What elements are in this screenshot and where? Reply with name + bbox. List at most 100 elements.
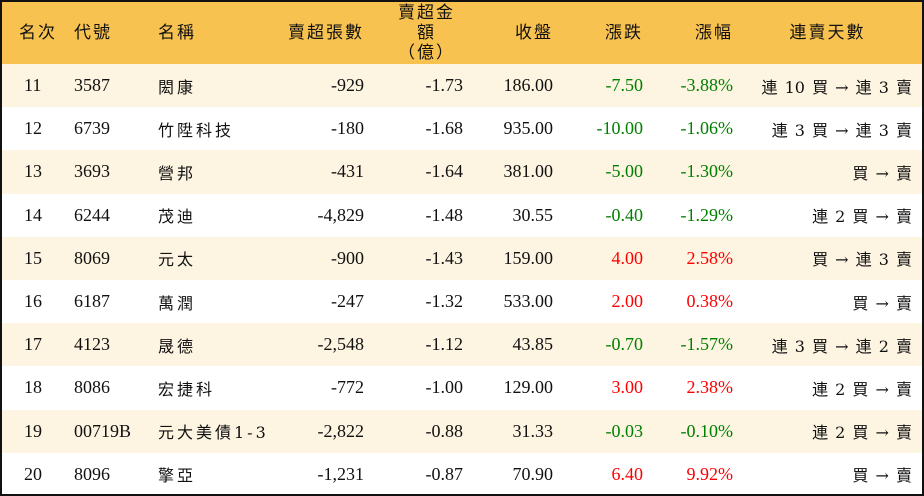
rank-cell: 15 xyxy=(24,247,42,268)
rank-cell: 17 xyxy=(24,334,42,355)
change-cell: 2.00 xyxy=(611,291,644,312)
change-pct-cell: 2.38% xyxy=(686,377,734,398)
close-cell: 381.00 xyxy=(503,161,554,182)
table-row[interactable]: 17 4123 晟德 -2,548 -1.12 43.85 -0.70 -1.57% 連 3 買… xyxy=(2,323,922,367)
header-name[interactable]: 名稱 xyxy=(158,23,196,43)
change-cell: -0.03 xyxy=(605,420,644,441)
header-net-sell-lots[interactable]: 賣超張數 xyxy=(288,23,364,43)
net-sell-amount-cell: -1.73 xyxy=(425,75,464,96)
change-pct-cell: -0.10% xyxy=(680,420,734,441)
header-change-pct[interactable]: 漲幅 xyxy=(695,23,733,43)
table-row[interactable]: 19 00719B 元大美債1-3 -2,822 -0.88 31.33 -0.03 -0.1… xyxy=(2,409,922,453)
name-cell: 營邦 xyxy=(158,163,197,183)
rank-cell: 12 xyxy=(24,118,42,139)
change-pct-cell: -3.88% xyxy=(680,75,734,96)
rank-cell: 19 xyxy=(24,420,42,441)
header-code[interactable]: 代號 xyxy=(74,23,112,43)
change-pct-cell: 0.38% xyxy=(686,291,734,312)
name-cell: 宏捷科 xyxy=(158,379,216,399)
code-cell: 00719B xyxy=(74,420,132,441)
streak-cell: 連 3 買 → 連 2 賣 xyxy=(771,336,912,356)
net-sell-lots-cell: -2,548 xyxy=(317,334,365,355)
net-sell-amount-cell: -1.64 xyxy=(425,161,464,182)
header-net-sell-amount-line1: 賣超金額 xyxy=(398,3,455,43)
streak-cell: 買 → 賣 xyxy=(852,293,912,313)
code-cell: 8096 xyxy=(74,463,110,484)
header-rank[interactable]: 名次 xyxy=(19,23,57,43)
code-cell: 6187 xyxy=(74,291,110,312)
net-sell-lots-cell: -2,822 xyxy=(317,420,365,441)
code-cell: 4123 xyxy=(74,334,110,355)
rank-cell: 16 xyxy=(24,291,42,312)
net-sell-amount-cell: -0.88 xyxy=(425,420,464,441)
table-row[interactable]: 11 3587 閎康 -929 -1.73 186.00 -7.50 -3.88% 連 10 買… xyxy=(2,64,922,108)
close-cell: 70.90 xyxy=(512,463,554,484)
net-sell-lots-cell: -900 xyxy=(331,247,364,268)
name-cell: 擎亞 xyxy=(158,466,197,486)
close-cell: 186.00 xyxy=(503,75,554,96)
change-pct-cell: 2.58% xyxy=(686,247,734,268)
change-cell: -0.70 xyxy=(605,334,644,355)
change-pct-cell: -1.06% xyxy=(680,118,734,139)
rank-cell: 20 xyxy=(24,463,42,484)
name-cell: 萬潤 xyxy=(158,293,197,313)
header-streak[interactable]: 連賣天數 xyxy=(789,23,866,43)
change-pct-cell: -1.57% xyxy=(680,334,734,355)
table-row[interactable]: 18 8086 宏捷科 -772 -1.00 129.00 3.00 2.38% 連 2 買 →… xyxy=(2,366,922,409)
net-sell-lots-cell: -431 xyxy=(331,161,364,182)
streak-cell: 買 → 連 3 賣 xyxy=(812,250,912,270)
close-cell: 31.33 xyxy=(512,420,554,441)
net-sell-amount-cell: -0.87 xyxy=(425,463,464,484)
close-cell: 43.85 xyxy=(512,334,554,355)
net-sell-amount-cell: -1.12 xyxy=(425,334,464,355)
streak-cell: 買 → 賣 xyxy=(852,163,912,183)
change-pct-cell: -1.29% xyxy=(680,204,734,225)
code-cell: 6739 xyxy=(74,118,110,139)
table-row[interactable]: 12 6739 竹陞科技 -180 -1.68 935.00 -10.00 -1.06% 連 3… xyxy=(2,107,922,150)
net-sell-amount-cell: -1.00 xyxy=(425,377,464,398)
name-cell: 晟德 xyxy=(158,336,197,356)
name-cell: 閎康 xyxy=(158,77,197,97)
table-row[interactable]: 20 8096 擎亞 -1,231 -0.87 70.90 6.40 9.92% 買 → 賣 xyxy=(2,453,922,496)
net-sell-lots-cell: -247 xyxy=(331,291,364,312)
net-sell-lots-cell: -4,829 xyxy=(317,204,365,225)
net-sell-amount-cell: -1.43 xyxy=(425,247,464,268)
header-net-sell-amount[interactable]: 賣超金額 （億） xyxy=(364,2,463,64)
close-cell: 129.00 xyxy=(503,377,554,398)
change-pct-cell: -1.30% xyxy=(680,161,734,182)
close-cell: 159.00 xyxy=(503,247,554,268)
table-row[interactable]: 16 6187 萬潤 -247 -1.32 533.00 2.00 0.38% 買 → 賣 xyxy=(2,280,922,323)
name-cell: 元大美債1-3 xyxy=(158,423,269,443)
change-cell: -10.00 xyxy=(596,118,644,139)
streak-cell: 連 2 買 → 賣 xyxy=(812,207,912,227)
table-row[interactable]: 14 6244 茂迪 -4,829 -1.48 30.55 -0.40 -1.29% 連 2 買… xyxy=(2,194,922,237)
close-cell: 30.55 xyxy=(512,204,554,225)
net-sell-amount-cell: -1.48 xyxy=(425,204,464,225)
rank-cell: 18 xyxy=(24,377,42,398)
code-cell: 8086 xyxy=(74,377,110,398)
streak-cell: 連 2 買 → 賣 xyxy=(812,423,912,443)
streak-cell: 連 3 買 → 連 3 賣 xyxy=(771,120,912,140)
streak-cell: 連 2 買 → 賣 xyxy=(812,379,912,399)
name-cell: 茂迪 xyxy=(158,207,197,227)
change-cell: -0.40 xyxy=(605,204,644,225)
rank-cell: 11 xyxy=(24,75,42,96)
streak-cell: 買 → 賣 xyxy=(852,466,912,486)
code-cell: 6244 xyxy=(74,204,110,225)
change-cell: -7.50 xyxy=(605,75,644,96)
table-row[interactable]: 15 8069 元太 -900 -1.43 159.00 4.00 2.58% 買 → 連 3 … xyxy=(2,236,922,280)
table-row[interactable]: 13 3693 營邦 -431 -1.64 381.00 -5.00 -1.30% 買 → 賣 xyxy=(2,150,922,194)
net-sell-lots-cell: -1,231 xyxy=(317,463,365,484)
net-sell-amount-cell: -1.68 xyxy=(425,118,464,139)
change-cell: 4.00 xyxy=(611,247,644,268)
header-net-sell-amount-line2: （億） xyxy=(398,43,455,63)
name-cell: 元太 xyxy=(158,250,197,270)
close-cell: 935.00 xyxy=(503,118,554,139)
net-sell-amount-cell: -1.32 xyxy=(425,291,464,312)
header-change[interactable]: 漲跌 xyxy=(605,23,643,43)
code-cell: 8069 xyxy=(74,247,110,268)
change-cell: -5.00 xyxy=(605,161,644,182)
name-cell: 竹陞科技 xyxy=(158,120,235,140)
header-close[interactable]: 收盤 xyxy=(515,23,553,43)
